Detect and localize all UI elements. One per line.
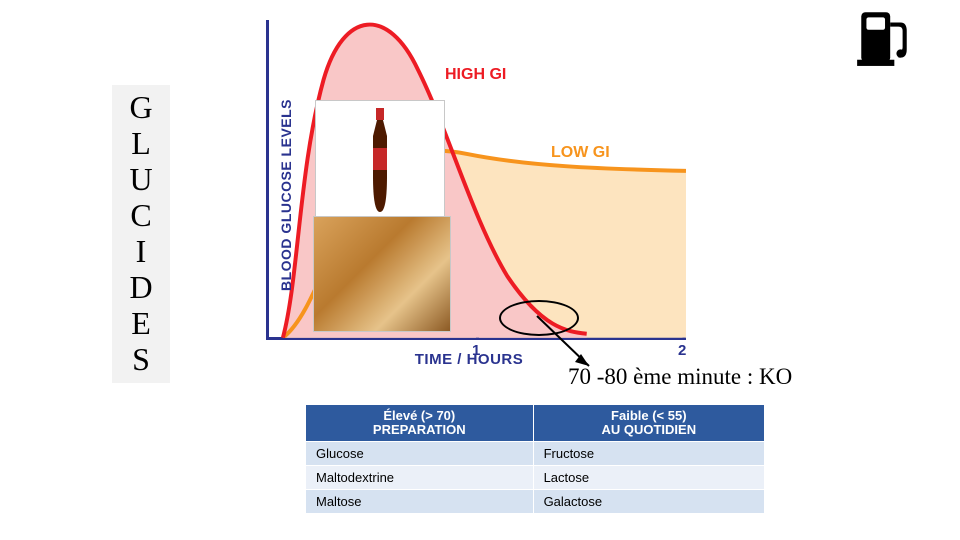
fuel-pump-icon — [848, 6, 920, 68]
vertical-title-letter: E — [131, 305, 151, 341]
gi-table-header-low: Faible (< 55)AU QUOTIDIEN — [533, 405, 764, 442]
gi-table-header-high: Élevé (> 70)PREPARATION — [306, 405, 534, 442]
food-image-soda — [315, 100, 445, 222]
table-cell: Maltose — [306, 490, 534, 514]
vertical-title-letter: C — [130, 197, 151, 233]
y-axis-label: BLOOD GLUCOSE LEVELS — [278, 99, 294, 291]
vertical-title-letter: I — [136, 233, 147, 269]
plot-area: HIGH GI LOW GI — [266, 20, 686, 340]
vertical-title-letter: U — [129, 161, 152, 197]
xtick-1: 1 — [472, 342, 481, 359]
vertical-title-letter: S — [132, 341, 150, 377]
vertical-title-letter: L — [131, 125, 151, 161]
ko-note: 70 -80 ème minute : KO — [568, 364, 792, 390]
x-axis-label: TIME / HOURS — [415, 351, 524, 368]
table-cell: Galactose — [533, 490, 764, 514]
table-cell: Fructose — [533, 442, 764, 466]
soda-bottle-icon — [363, 106, 397, 216]
table-cell: Lactose — [533, 466, 764, 490]
low-gi-label: LOW GI — [551, 144, 610, 162]
table-cell: Maltodextrine — [306, 466, 534, 490]
gi-table: Élevé (> 70)PREPARATION Faible (< 55)AU … — [305, 404, 765, 514]
vertical-title-letter: D — [129, 269, 152, 305]
xtick-2: 2 — [678, 342, 687, 359]
table-cell: Glucose — [306, 442, 534, 466]
food-image-grains — [313, 216, 451, 332]
high-gi-label: HIGH GI — [445, 66, 506, 84]
vertical-title: G L U C I D E S — [112, 85, 170, 383]
gi-chart: HIGH GI LOW GI BLOOD GLUCOSE LEVELS TIME… — [224, 10, 714, 380]
vertical-title-letter: G — [129, 89, 152, 125]
